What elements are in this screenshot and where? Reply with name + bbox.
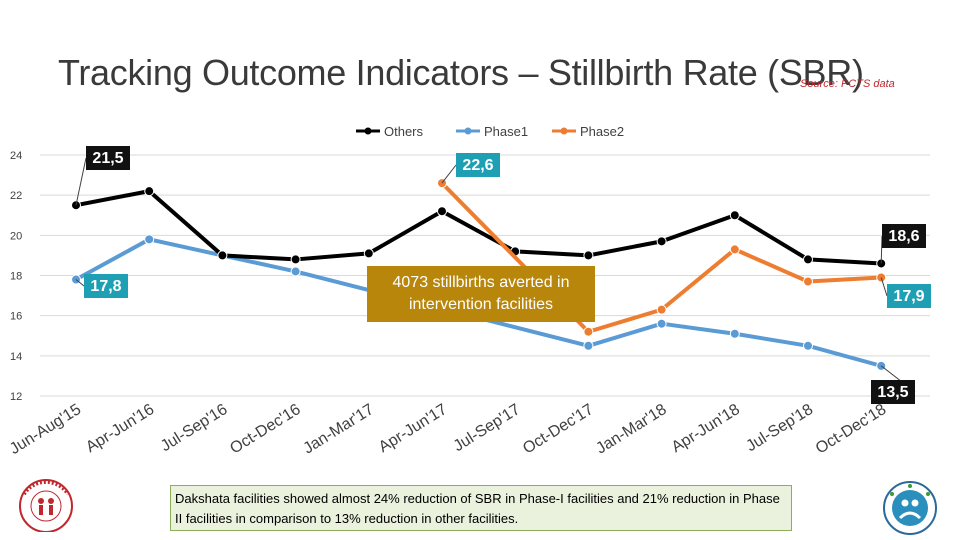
data-label: 18,6: [888, 228, 919, 245]
x-tick-label: Jan-Mar'17: [300, 401, 377, 458]
data-point-phase2: [803, 276, 813, 287]
series-segment-phase1: [74, 237, 152, 282]
x-tick-label: Apr-Jun'17: [376, 401, 450, 456]
data-point-others: [290, 254, 301, 265]
data-label: 22,6: [462, 157, 493, 174]
data-point-others: [217, 250, 228, 261]
data-point-phase1: [290, 266, 301, 277]
series-segment-others: [220, 253, 298, 262]
x-tick-label: Oct-Dec'17: [520, 401, 597, 458]
series-segment-others: [366, 209, 444, 256]
y-tick-label: 14: [10, 351, 22, 363]
source-note: Source: PCTS data: [800, 78, 895, 90]
page-title: Tracking Outcome Indicators – Stillbirth…: [58, 52, 864, 93]
legend-marker-phase1: [464, 127, 472, 135]
data-label-box: [871, 380, 915, 404]
data-point-phase2: [656, 304, 667, 315]
series-segment-phase2: [586, 307, 664, 334]
data-point-others: [803, 254, 813, 265]
series-segment-others: [732, 213, 810, 262]
series-segment-others: [806, 257, 884, 266]
data-label-leader: [880, 235, 883, 264]
data-point-others: [363, 248, 374, 259]
legend-marker-others: [364, 127, 372, 135]
callout-stillbirths-averted: 4073 stillbirths averted in intervention…: [367, 266, 595, 322]
data-label: 21,5: [92, 150, 123, 167]
series-segment-others: [659, 213, 737, 244]
x-tick-label: Apr-Jun'16: [83, 401, 157, 456]
data-point-phase1: [803, 340, 813, 351]
program-logo-icon: [883, 481, 937, 535]
x-tick-label: Jan-Mar'18: [593, 401, 670, 458]
data-point-phase1: [583, 340, 594, 351]
summary-note: Dakshata facilities showed almost 24% re…: [170, 485, 792, 531]
data-point-phase2: [583, 326, 594, 337]
series-segment-phase1: [147, 237, 225, 258]
x-tick-label: Jul-Sep'17: [451, 401, 524, 455]
data-label-leader: [441, 164, 457, 184]
data-label-box: [84, 274, 128, 298]
data-point-others: [437, 206, 447, 217]
data-label: 17,8: [90, 278, 121, 295]
data-label: 13,5: [877, 384, 908, 401]
data-point-others: [729, 210, 740, 221]
series-segment-others: [147, 189, 225, 258]
y-tick-label: 12: [10, 391, 22, 403]
data-point-phase1: [144, 234, 155, 245]
data-point-others: [144, 186, 155, 197]
legend-marker-phase2: [560, 127, 568, 135]
series-segment-phase1: [806, 343, 884, 368]
legend-entry-phase2: Phase2: [580, 124, 624, 139]
series-segment-others: [513, 249, 591, 258]
series-segment-phase2: [732, 247, 810, 284]
series-segment-phase1: [586, 321, 664, 348]
y-tick-label: 24: [10, 150, 22, 162]
x-tick-label: Oct-Dec'18: [813, 401, 890, 458]
data-label-leader: [880, 277, 888, 297]
data-point-phase1: [656, 318, 667, 329]
series-segment-phase2: [659, 247, 737, 312]
x-tick-label: Jul-Sep'16: [158, 401, 231, 455]
data-point-phase2: [729, 244, 740, 255]
series-segment-phase1: [220, 253, 298, 274]
data-label-box: [887, 284, 931, 308]
data-label-leader: [75, 279, 85, 287]
series-segment-others: [586, 239, 664, 258]
x-tick-label: Oct-Dec'16: [227, 401, 304, 458]
y-tick-label: 18: [10, 271, 22, 283]
data-label-leader: [75, 157, 87, 206]
x-tick-label: Jun-Aug'15: [7, 401, 84, 458]
y-tick-label: 20: [10, 230, 22, 242]
series-segment-phase2: [806, 275, 884, 284]
series-segment-others: [293, 251, 371, 262]
nhm-logo-icon: [19, 479, 73, 532]
data-label-box: [456, 153, 500, 177]
x-tick-label: Jul-Sep'18: [743, 401, 816, 455]
legend-entry-phase1: Phase1: [484, 124, 528, 139]
data-point-phase1: [729, 328, 740, 339]
data-label: 17,9: [893, 288, 924, 305]
data-label-box: [882, 224, 926, 248]
data-point-others: [656, 236, 667, 247]
series-segment-others: [74, 189, 152, 208]
x-tick-label: Apr-Jun'18: [669, 401, 743, 456]
data-label-box: [86, 146, 130, 170]
legend-entry-others: Others: [384, 124, 424, 139]
y-tick-label: 16: [10, 311, 22, 323]
y-tick-label: 22: [10, 190, 22, 202]
series-segment-phase1: [659, 321, 737, 336]
data-point-others: [583, 250, 594, 261]
series-segment-phase1: [732, 331, 810, 348]
